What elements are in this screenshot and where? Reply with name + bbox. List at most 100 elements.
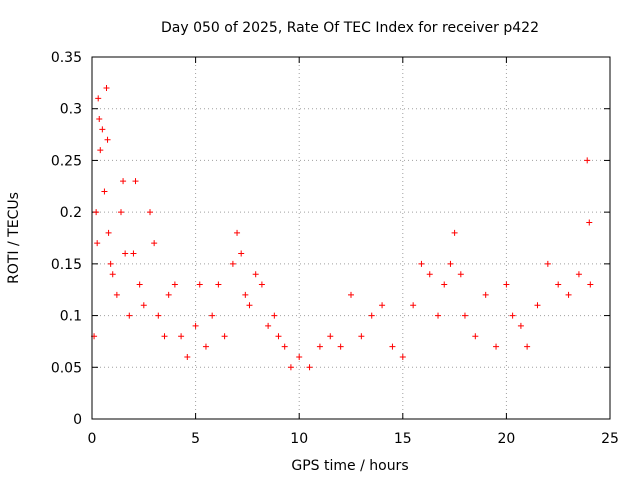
- y-tick-label: 0.2: [60, 205, 82, 221]
- x-tick-label: 5: [191, 431, 200, 447]
- data-point: [234, 229, 241, 236]
- chart-title: Day 050 of 2025, Rate Of TEC Index for r…: [161, 20, 539, 36]
- data-point: [451, 229, 458, 236]
- data-point: [587, 281, 594, 288]
- data-point: [418, 260, 425, 267]
- x-tick-label: 20: [497, 431, 515, 447]
- data-point: [132, 178, 139, 185]
- data-point: [281, 343, 288, 350]
- axes: 0 5 10 15 20 25 0 0.05 0.1 0.15 0.2 0.25 0.3 0.35: [51, 50, 619, 447]
- x-tick-label: 15: [394, 431, 412, 447]
- data-point: [296, 353, 303, 360]
- data-point: [104, 136, 111, 143]
- data-point: [271, 312, 278, 319]
- data-point: [503, 281, 510, 288]
- x-tick-label: 10: [290, 431, 308, 447]
- data-point: [265, 322, 272, 329]
- data-point: [358, 333, 365, 340]
- data-point: [97, 147, 104, 154]
- data-point: [155, 312, 162, 319]
- data-point: [493, 343, 500, 350]
- y-tick-label: 0.1: [60, 309, 82, 325]
- data-point: [120, 178, 127, 185]
- data-point: [534, 302, 541, 309]
- data-point: [426, 271, 433, 278]
- data-point: [389, 343, 396, 350]
- data-point: [368, 312, 375, 319]
- data-point: [184, 353, 191, 360]
- data-point: [555, 281, 562, 288]
- data-point: [209, 312, 216, 319]
- data-point: [575, 271, 582, 278]
- data-point: [399, 353, 406, 360]
- data-point: [147, 209, 154, 216]
- plot-frame: [91, 56, 611, 420]
- data-point: [316, 343, 323, 350]
- data-point: [275, 333, 282, 340]
- y-tick-label: 0.3: [60, 102, 82, 118]
- data-point: [258, 281, 265, 288]
- data-point: [96, 116, 103, 123]
- y-tick-label: 0.25: [51, 153, 82, 169]
- data-point: [441, 281, 448, 288]
- data-point: [107, 260, 114, 267]
- data-point: [447, 260, 454, 267]
- data-point: [161, 333, 168, 340]
- data-point: [130, 250, 137, 257]
- data-point: [246, 302, 253, 309]
- data-point: [103, 85, 110, 92]
- data-point: [192, 322, 199, 329]
- data-point: [105, 229, 112, 236]
- data-points: [91, 85, 594, 371]
- data-point: [136, 281, 143, 288]
- data-point: [93, 209, 100, 216]
- data-point: [524, 343, 531, 350]
- data-point: [457, 271, 464, 278]
- data-point: [118, 209, 125, 216]
- data-point: [122, 250, 129, 257]
- data-point: [101, 188, 108, 195]
- data-point: [472, 333, 479, 340]
- data-point: [544, 260, 551, 267]
- x-tick-label: 25: [601, 431, 619, 447]
- data-point: [348, 291, 354, 298]
- x-axis-label: GPS time / hours: [291, 458, 408, 474]
- grid: [92, 57, 610, 419]
- y-axis-label: ROTI / TECUs: [6, 192, 22, 284]
- y-tick-label: 0.15: [51, 257, 82, 273]
- data-point: [151, 240, 158, 247]
- data-point: [165, 291, 172, 298]
- data-point: [171, 281, 178, 288]
- data-point: [178, 333, 185, 340]
- data-point: [565, 291, 572, 298]
- data-point: [242, 291, 249, 298]
- x-tick-label: 0: [88, 431, 97, 447]
- y-tick-label: 0: [73, 412, 82, 428]
- data-point: [94, 240, 101, 247]
- data-point: [109, 271, 116, 278]
- data-point: [584, 157, 591, 164]
- y-tick-label: 0.05: [51, 360, 82, 376]
- data-point: [95, 95, 102, 102]
- data-point: [287, 364, 294, 371]
- data-point: [238, 250, 245, 257]
- data-point: [461, 312, 468, 319]
- data-point: [126, 312, 133, 319]
- data-point: [229, 260, 236, 267]
- data-point: [221, 333, 228, 340]
- data-point: [202, 343, 209, 350]
- data-point: [517, 322, 524, 329]
- data-point: [379, 302, 386, 309]
- data-point: [327, 333, 334, 340]
- data-point: [482, 291, 489, 298]
- data-point: [140, 302, 147, 309]
- data-point: [435, 312, 442, 319]
- data-point: [306, 364, 313, 371]
- data-point: [337, 343, 344, 350]
- data-point: [410, 302, 417, 309]
- data-point: [252, 271, 259, 278]
- y-tick-label: 0.35: [51, 50, 82, 66]
- data-point: [113, 291, 120, 298]
- data-point: [215, 281, 222, 288]
